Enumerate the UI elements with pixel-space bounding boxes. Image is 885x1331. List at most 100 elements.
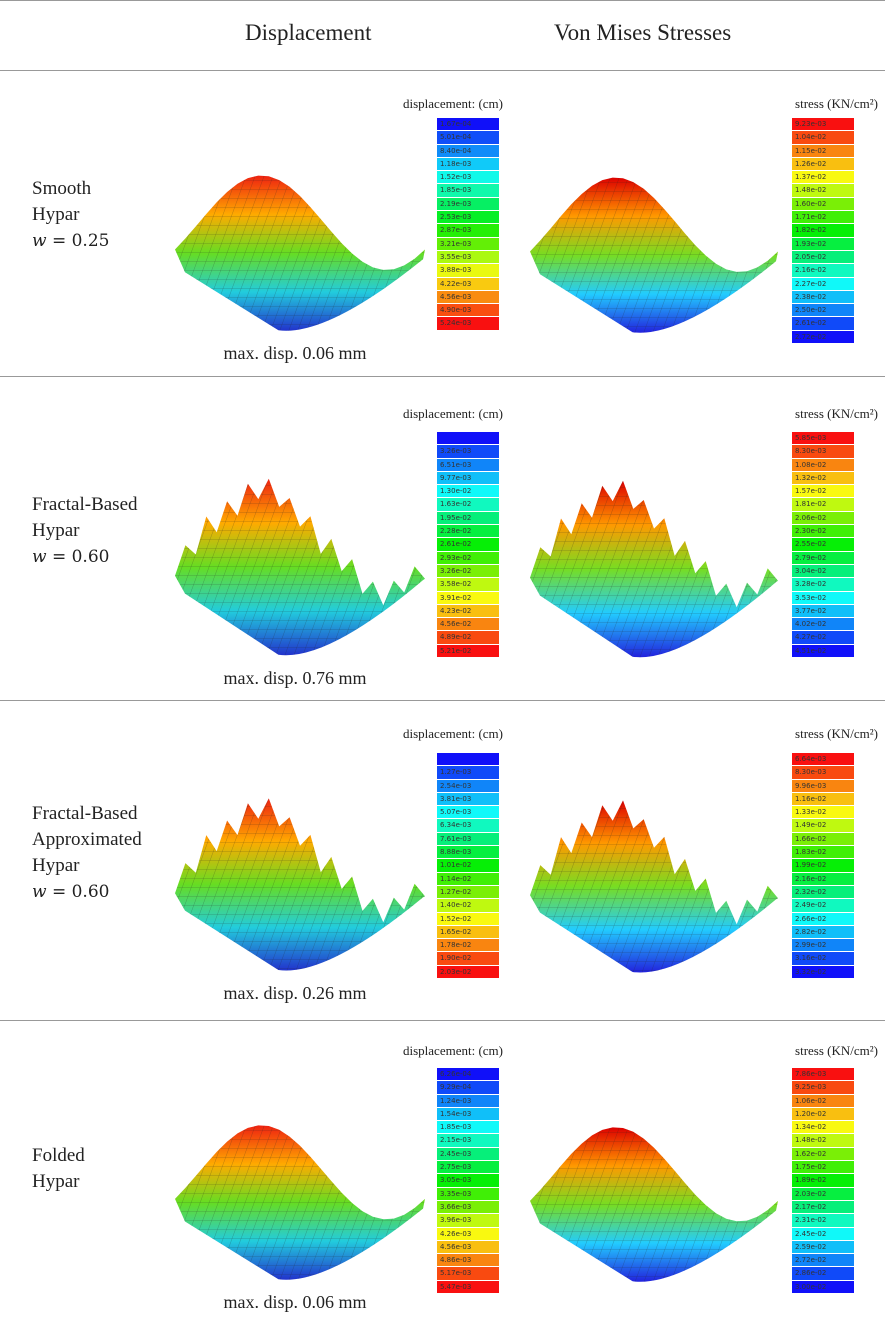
legend-entry: 9.77e-03 (437, 472, 499, 484)
fe-model (165, 440, 435, 666)
weight: w = 0.60 (32, 879, 142, 905)
label-line: Smooth (32, 176, 109, 202)
label-line: Folded (32, 1143, 85, 1169)
legend-entry: 2.16e-02 (792, 264, 854, 276)
legend-entry: 4.56e-02 (437, 618, 499, 630)
legend-entry: 6.64e-03 (792, 753, 854, 765)
legend-entry: 1.89e-02 (792, 1174, 854, 1186)
legend-entry: 2.03e-02 (792, 1188, 854, 1200)
legend-entry: 3.91e-02 (437, 592, 499, 604)
legend-entry: 2.82e-02 (792, 926, 854, 938)
column-header: Displacement (245, 20, 371, 46)
column-header: Von Mises Stresses (554, 20, 731, 46)
legend-entry: 3.05e-03 (437, 1174, 499, 1186)
legend-entry: 4.56e-03 (437, 1241, 499, 1253)
fe-model (165, 761, 435, 981)
surface (530, 178, 778, 333)
legend-entry: 8.88e-03 (437, 846, 499, 858)
legend-entry: 1.90e-02 (437, 952, 499, 964)
legend-entry: 4.89e-02 (437, 631, 499, 643)
fe-model (165, 126, 435, 341)
legend-entry: 1.83e-02 (792, 846, 854, 858)
legend-title: displacement: (cm) (303, 1043, 503, 1059)
legend-entry: 1.32e-02 (792, 472, 854, 484)
legend-entry: 3.58e-02 (437, 578, 499, 590)
surface (530, 800, 778, 972)
legend-entry: 9.96e-03 (792, 780, 854, 792)
surface (530, 481, 778, 657)
legend-entry: 1.49e-02 (792, 819, 854, 831)
legend-entry: 2.49e-02 (792, 899, 854, 911)
legend-entry: 1.57e-02 (792, 485, 854, 497)
legend-entry: 3.96e-03 (437, 1214, 499, 1226)
label-line: Approximated (32, 827, 142, 853)
legend-entry: 1.60e-02 (792, 198, 854, 210)
surface (530, 1127, 778, 1281)
legend-entry: 3.81e-03 (437, 793, 499, 805)
legend-entry: 4.27e-02 (792, 631, 854, 643)
legend-entry: 1.48e-02 (792, 184, 854, 196)
legend-entry: 2.75e-03 (437, 1161, 499, 1173)
legend-entry: 1.01e-02 (437, 859, 499, 871)
legend-entry: 5.47e-03 (437, 1281, 499, 1293)
legend-entry: 3.21e-03 (437, 238, 499, 250)
legend-entry: 4.56e-03 (437, 291, 499, 303)
legend-entry: 1.06e-02 (792, 1095, 854, 1107)
legend-entry: 1.40e-02 (437, 899, 499, 911)
caption: max. disp. 0.06 mm (165, 1292, 425, 1313)
legend-entry: 2.72e-02 (792, 1254, 854, 1266)
legend-entry: 4.86e-03 (437, 1254, 499, 1266)
legend-entry: 1.54e-03 (437, 1108, 499, 1120)
caption: max. disp. 0.76 mm (165, 668, 425, 689)
legend-entry: 2.50e-02 (792, 304, 854, 316)
legend-entry: 2.45e-03 (437, 1148, 499, 1160)
legend-entry: 2.54e-03 (437, 780, 499, 792)
legend-entry: 3.26e-02 (437, 565, 499, 577)
legend-entry: 1.33e-02 (792, 806, 854, 818)
legend-entry: 1.15e-02 (792, 145, 854, 157)
legend-entry: 4.90e-03 (437, 304, 499, 316)
legend-entry: 3.77e-02 (792, 605, 854, 617)
legend-entry: 2.15e-03 (437, 1134, 499, 1146)
label-line: Hypar (32, 202, 109, 228)
legend-entry: 7.61e-03 (437, 833, 499, 845)
legend-entry: 2.86e-02 (792, 1267, 854, 1279)
legend-entry: 1.65e-02 (437, 926, 499, 938)
weight-value: = 0.25 (52, 231, 110, 251)
legend-entry: 2.06e-02 (792, 512, 854, 524)
legend-entry: 3.04e-02 (792, 565, 854, 577)
legend-entry: 1.78e-02 (437, 939, 499, 951)
legend-entry: 2.28e-02 (437, 525, 499, 537)
legend-entry: 9.29e-04 (437, 1081, 499, 1093)
legend-entry: 1.37e-02 (792, 171, 854, 183)
figure: Displacement Von Mises Stresses SmoothHy… (0, 0, 885, 1331)
legend-entry: 2.59e-02 (792, 1241, 854, 1253)
legend-entry: 2.30e-02 (792, 525, 854, 537)
legend-entry: 1.52e-02 (437, 913, 499, 925)
label-line: Fractal-Based (32, 801, 142, 827)
legend-entry: 2.31e-02 (792, 1214, 854, 1226)
legend-entry: 1.48e-02 (792, 1134, 854, 1146)
legend-entry: 3.16e-02 (792, 952, 854, 964)
fe-model (520, 763, 788, 983)
label-line: Fractal-Based (32, 492, 138, 518)
legend-entry: 2.27e-02 (792, 278, 854, 290)
legend-entry: 8.30e-03 (792, 445, 854, 457)
legend-title: stress (KN/cm²) (678, 726, 878, 742)
legend-entry: 1.66e-02 (792, 833, 854, 845)
legend-entry: 5.24e-03 (437, 317, 499, 329)
legend-entry: 1.24e-03 (437, 1095, 499, 1107)
legend-entry: 3.88e-03 (437, 264, 499, 276)
weight-symbol: w (32, 547, 47, 567)
label-line: Hypar (32, 853, 142, 879)
legend-entry: 1.63e-02 (437, 498, 499, 510)
legend-entry: 2.87e-03 (437, 224, 499, 236)
legend-title: stress (KN/cm²) (678, 96, 878, 112)
